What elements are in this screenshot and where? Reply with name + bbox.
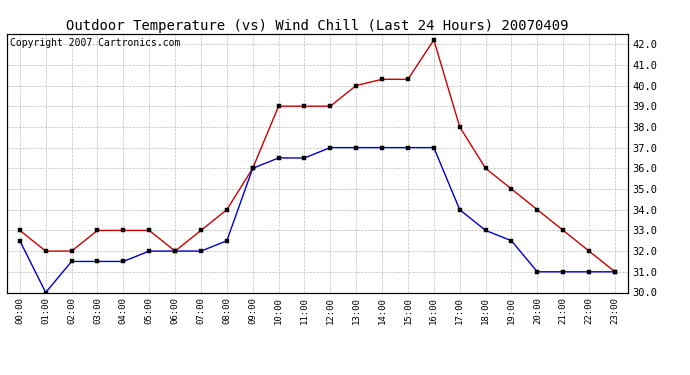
Text: Copyright 2007 Cartronics.com: Copyright 2007 Cartronics.com [10, 38, 180, 48]
Title: Outdoor Temperature (vs) Wind Chill (Last 24 Hours) 20070409: Outdoor Temperature (vs) Wind Chill (Las… [66, 19, 569, 33]
